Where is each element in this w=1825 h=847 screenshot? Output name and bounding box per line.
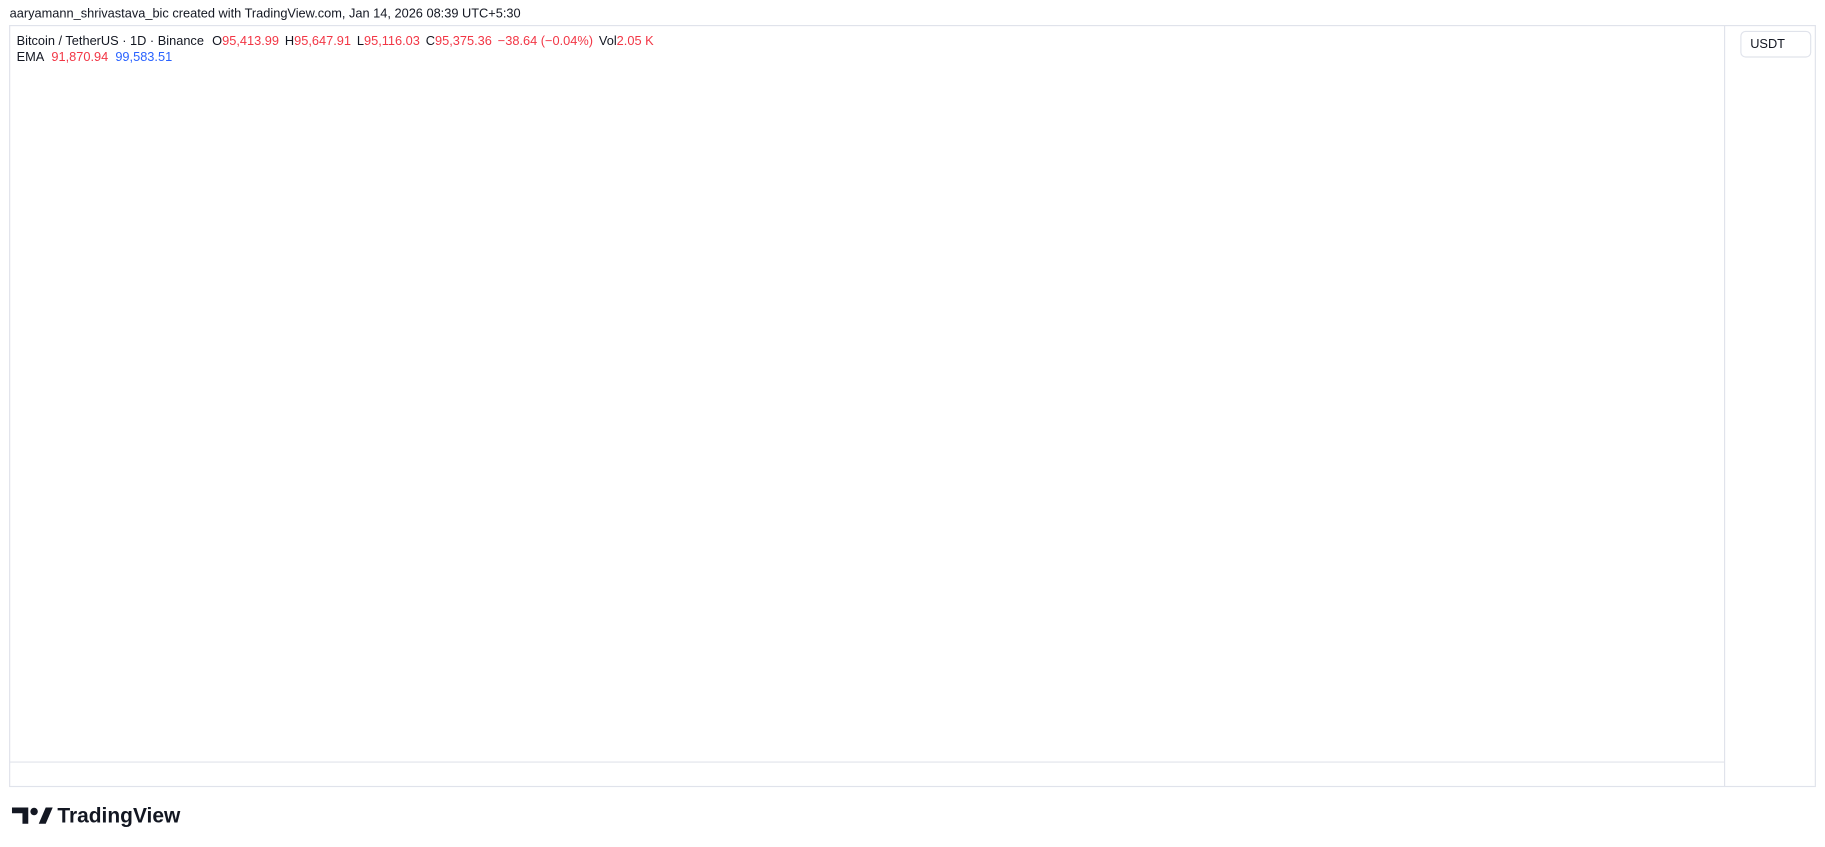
logo-icon-slash — [38, 807, 53, 824]
close-key: C — [426, 33, 435, 48]
attribution: aaryamann_shrivastava_bic created with T… — [10, 5, 521, 20]
high-value: 95,647.91 — [294, 33, 351, 48]
ema-value-2: 99,583.51 — [115, 50, 172, 65]
ema-key: EMA — [17, 50, 45, 65]
low-key: L — [357, 33, 364, 48]
open-value: 95,413.99 — [222, 33, 279, 48]
logo-icon — [11, 807, 29, 824]
logo-text: TradingView — [57, 804, 181, 827]
vol-value: 2.05 K — [617, 33, 654, 48]
legend-ema: EMA 91,870.94 99,583.51 — [17, 50, 173, 65]
open-key: O — [212, 33, 222, 48]
change: −38.64 (−0.04%) — [498, 33, 593, 48]
logo-icon-dot — [30, 807, 38, 816]
logo: TradingView — [11, 804, 181, 827]
vol-key: Vol — [599, 33, 617, 48]
high-key: H — [285, 33, 294, 48]
symbol: Bitcoin / TetherUS · 1D · Binance — [17, 33, 204, 48]
currency[interactable]: USDT — [1750, 36, 1785, 51]
frame — [9, 25, 1816, 788]
close-value: 95,375.36 — [435, 33, 492, 48]
ema-value-1: 91,870.94 — [51, 50, 108, 65]
legend-ohlc: Bitcoin / TetherUS · 1D · Binance O95,41… — [17, 33, 654, 48]
low-value: 95,116.03 — [364, 33, 420, 48]
currency-button[interactable] — [1740, 30, 1812, 58]
